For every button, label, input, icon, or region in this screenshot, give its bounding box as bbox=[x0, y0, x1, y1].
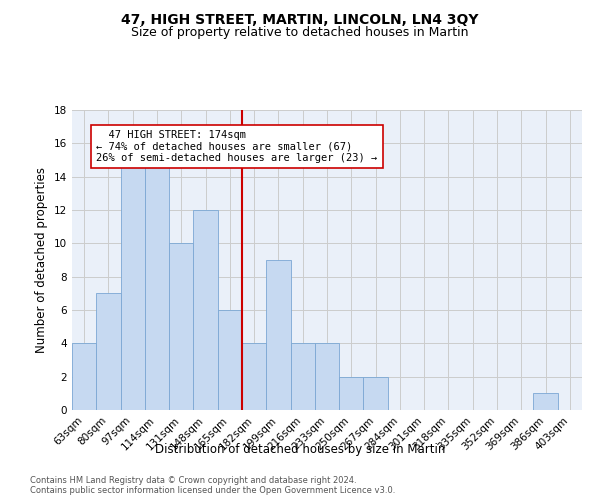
Bar bbox=[72, 344, 96, 410]
Bar bbox=[266, 260, 290, 410]
Bar bbox=[169, 244, 193, 410]
Bar bbox=[96, 294, 121, 410]
Bar bbox=[315, 344, 339, 410]
Bar bbox=[533, 394, 558, 410]
Text: 47, HIGH STREET, MARTIN, LINCOLN, LN4 3QY: 47, HIGH STREET, MARTIN, LINCOLN, LN4 3Q… bbox=[121, 12, 479, 26]
Text: Contains HM Land Registry data © Crown copyright and database right 2024.
Contai: Contains HM Land Registry data © Crown c… bbox=[30, 476, 395, 495]
Bar bbox=[145, 160, 169, 410]
Bar bbox=[218, 310, 242, 410]
Text: 47 HIGH STREET: 174sqm
← 74% of detached houses are smaller (67)
26% of semi-det: 47 HIGH STREET: 174sqm ← 74% of detached… bbox=[96, 130, 377, 163]
Bar bbox=[193, 210, 218, 410]
Bar bbox=[290, 344, 315, 410]
Y-axis label: Number of detached properties: Number of detached properties bbox=[35, 167, 49, 353]
Bar bbox=[364, 376, 388, 410]
Text: Size of property relative to detached houses in Martin: Size of property relative to detached ho… bbox=[131, 26, 469, 39]
Bar bbox=[339, 376, 364, 410]
Bar bbox=[121, 160, 145, 410]
Text: Distribution of detached houses by size in Martin: Distribution of detached houses by size … bbox=[155, 442, 445, 456]
Bar bbox=[242, 344, 266, 410]
